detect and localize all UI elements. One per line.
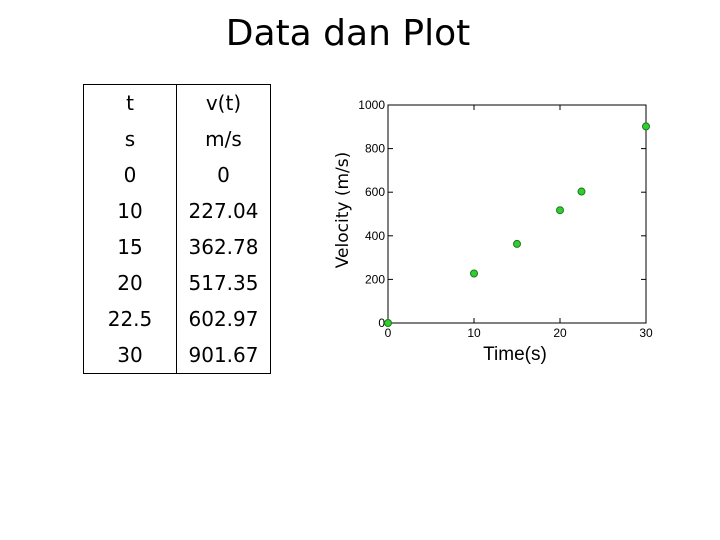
data-point xyxy=(556,206,564,215)
table-header-cell: v(t) xyxy=(176,84,271,121)
table-cell: 30 xyxy=(83,337,177,374)
y-tick-label: 800 xyxy=(365,142,385,156)
x-tick-label: 20 xyxy=(553,326,567,340)
table-cell: 20 xyxy=(83,265,177,301)
y-tick-label: 200 xyxy=(365,272,385,286)
y-tick-label: 600 xyxy=(365,185,385,199)
y-tick-label: 1000 xyxy=(358,98,385,112)
table-cell: 22.5 xyxy=(83,301,177,337)
table-row: 30 901.67 xyxy=(83,337,271,374)
table-cell: 901.67 xyxy=(176,337,271,374)
table-row: 20 517.35 xyxy=(83,265,271,301)
slide-title: Data dan Plot xyxy=(225,13,471,54)
table-unit-cell: s xyxy=(83,121,177,157)
data-point xyxy=(642,122,650,131)
table-cell: 362.78 xyxy=(176,229,271,265)
plot-frame xyxy=(387,104,647,324)
table-cell: 10 xyxy=(83,193,177,229)
table-cell: 227.04 xyxy=(176,193,271,229)
table-cell: 517.35 xyxy=(176,265,271,301)
table-header-cell: t xyxy=(83,84,177,121)
data-point xyxy=(577,187,586,196)
x-tick-label: 10 xyxy=(467,326,481,340)
table-unit-row: s m/s xyxy=(83,121,271,157)
x-tick-label: 30 xyxy=(639,326,653,340)
data-point xyxy=(513,239,521,248)
table-cell: 15 xyxy=(83,229,177,265)
data-table: t v(t) s m/s 0 0 10 227.04 15 362.78 20 … xyxy=(83,84,271,374)
table-header-row: t v(t) xyxy=(83,84,271,121)
data-point xyxy=(384,319,392,327)
table-cell: 0 xyxy=(83,157,177,193)
table-row: 0 0 xyxy=(83,157,271,193)
x-axis-label: Time(s) xyxy=(483,344,547,365)
data-point xyxy=(470,269,478,278)
x-tick-label: 0 xyxy=(385,326,392,340)
y-axis-label: Velocity (m/s) xyxy=(333,152,353,269)
table-row: 10 227.04 xyxy=(83,193,271,229)
y-tick-label: 400 xyxy=(365,229,385,243)
table-row: 22.5 602.97 xyxy=(83,301,271,337)
table-cell: 0 xyxy=(176,157,271,193)
table-unit-cell: m/s xyxy=(176,121,271,157)
y-tick-label: 0 xyxy=(378,316,385,330)
table-row: 15 362.78 xyxy=(83,229,271,265)
table-cell: 602.97 xyxy=(176,301,271,337)
